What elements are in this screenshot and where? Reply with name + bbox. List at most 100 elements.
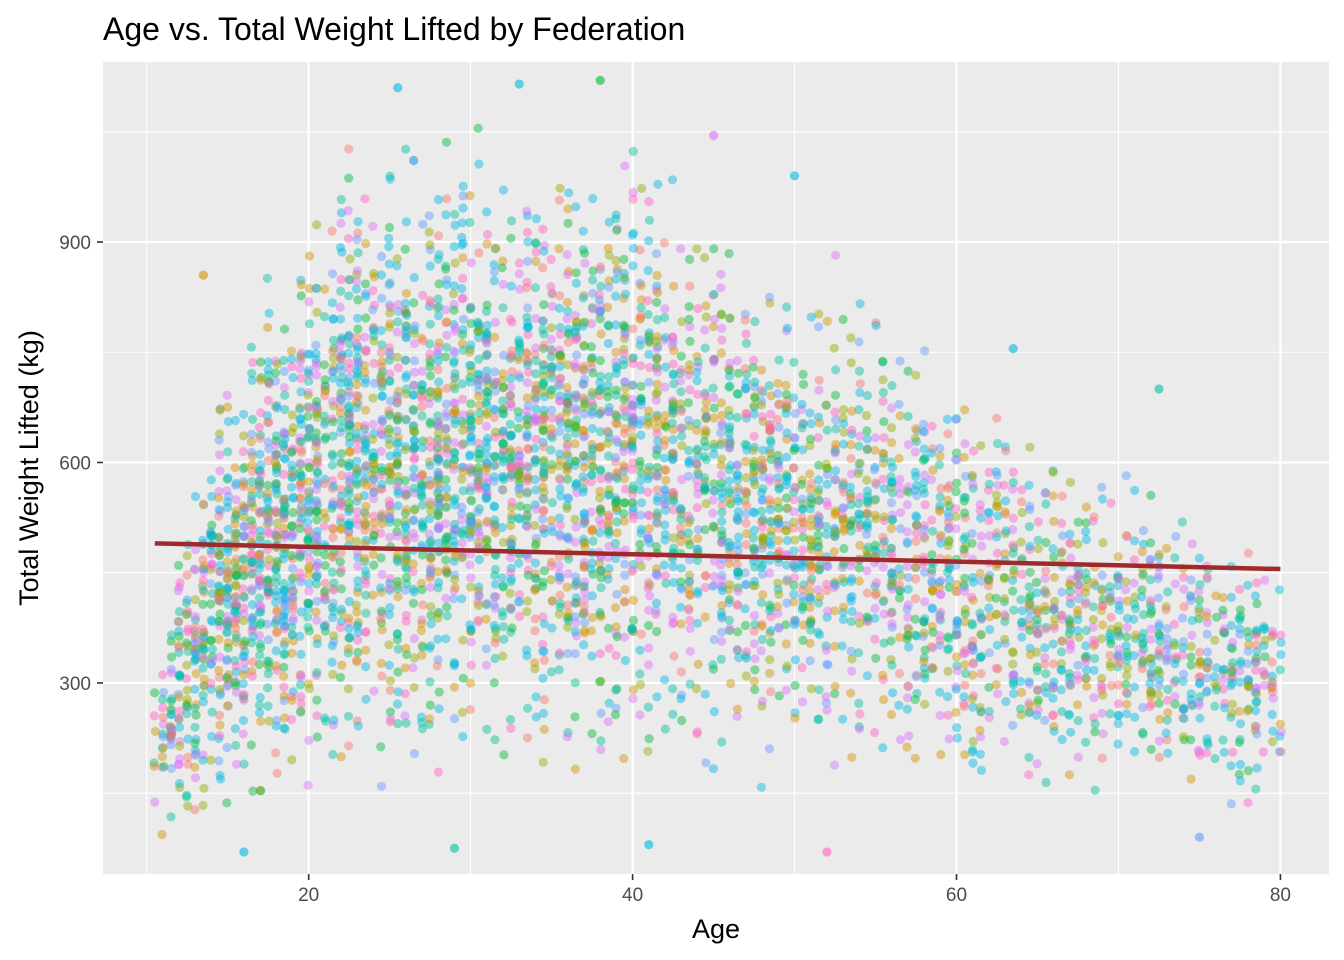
data-point [766, 409, 776, 419]
data-point [612, 517, 622, 527]
data-point [1081, 526, 1091, 537]
data-point [620, 498, 630, 508]
data-point [661, 499, 671, 509]
data-point [1243, 680, 1253, 690]
data-point [303, 488, 313, 498]
data-point [279, 616, 289, 626]
data-point [562, 405, 572, 415]
data-point [588, 193, 598, 204]
data-point [716, 627, 727, 637]
data-point [337, 501, 347, 511]
data-point [627, 625, 637, 635]
data-point [199, 628, 209, 638]
data-point [514, 355, 524, 365]
data-point [499, 439, 509, 449]
data-point [530, 349, 540, 359]
data-point [862, 616, 872, 626]
data-point [1056, 659, 1066, 669]
data-point [287, 521, 297, 531]
data-point [264, 517, 274, 527]
data-point [807, 536, 817, 546]
data-point [1025, 541, 1035, 551]
data-point [708, 664, 719, 674]
data-point [677, 715, 687, 726]
data-point [1139, 644, 1149, 654]
data-point [983, 485, 994, 495]
data-point [935, 687, 945, 697]
data-point [814, 565, 824, 575]
data-point [596, 565, 606, 575]
data-point [952, 618, 963, 628]
data-point [912, 480, 922, 491]
data-point [1129, 555, 1139, 565]
data-point [426, 570, 436, 581]
data-point [977, 541, 987, 551]
data-point [506, 574, 517, 584]
data-point [789, 597, 799, 607]
data-point [337, 470, 347, 481]
data-point [1251, 684, 1262, 694]
data-point [497, 522, 507, 533]
data-point [927, 569, 937, 579]
data-point [1097, 570, 1107, 580]
data-point [481, 397, 491, 407]
data-point [798, 518, 809, 528]
data-point [199, 645, 209, 655]
data-point [1064, 669, 1074, 679]
data-point [304, 561, 314, 572]
data-point [724, 585, 734, 595]
data-point [271, 564, 281, 575]
data-point [563, 389, 573, 399]
data-point [595, 607, 605, 618]
data-point [1098, 620, 1108, 630]
minor-gridlines [103, 62, 1329, 874]
data-point [1169, 619, 1179, 629]
data-point [303, 517, 313, 527]
data-point [376, 587, 386, 597]
data-point [644, 349, 654, 359]
data-point [426, 565, 436, 576]
data-point [377, 430, 387, 440]
data-point [312, 634, 322, 644]
data-point [1145, 702, 1155, 712]
data-point [345, 408, 355, 418]
data-point [521, 349, 532, 359]
data-point [563, 616, 574, 626]
data-point [498, 383, 508, 393]
data-point [1033, 517, 1043, 527]
data-point [166, 729, 177, 739]
data-point [693, 489, 703, 499]
data-point [546, 522, 556, 532]
data-point [401, 555, 411, 565]
data-point [1008, 586, 1018, 596]
data-point [1121, 679, 1131, 690]
data-point [709, 354, 719, 364]
data-point [1065, 624, 1075, 634]
data-point [595, 442, 605, 452]
data-point [482, 536, 492, 546]
data-point [967, 538, 977, 548]
data-point [481, 534, 492, 544]
data-point [441, 261, 451, 271]
data-point [248, 632, 258, 642]
data-point [1138, 539, 1149, 549]
data-point [328, 346, 338, 356]
data-point [968, 446, 979, 456]
data-point [1114, 710, 1124, 721]
data-point [360, 556, 370, 567]
data-point [586, 626, 597, 636]
data-point [951, 414, 961, 424]
data-point [190, 612, 200, 622]
data-point [344, 527, 354, 538]
data-point [457, 440, 467, 450]
data-point [312, 438, 322, 448]
data-point [578, 425, 588, 435]
data-point [417, 619, 427, 629]
data-point [296, 353, 306, 363]
data-point [740, 363, 750, 374]
data-point [579, 457, 590, 467]
data-point [651, 598, 662, 608]
data-point [1218, 735, 1228, 745]
data-point [263, 683, 273, 693]
data-point [643, 510, 653, 520]
